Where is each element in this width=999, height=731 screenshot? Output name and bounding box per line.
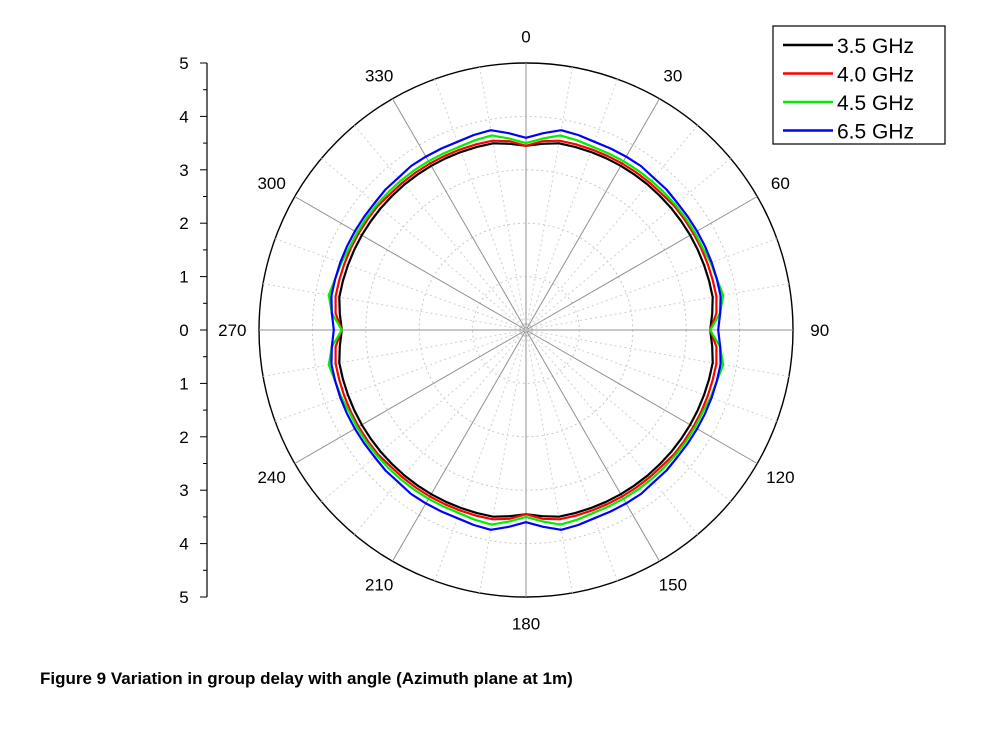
minor-spoke: [434, 329, 527, 582]
major-spoke: [525, 329, 660, 562]
legend-label-0: 3.5 GHz: [837, 35, 914, 58]
radial-tick-label: 2: [179, 214, 188, 233]
minor-spoke: [525, 78, 618, 331]
angle-label-90: 90: [810, 321, 829, 340]
angular-tick-labels: 0 30 60 90 120 150 180 210 240 270 300 330: [218, 27, 829, 633]
angle-label-270: 270: [218, 321, 246, 340]
major-spoke: [294, 196, 527, 331]
minor-spoke: [525, 238, 778, 331]
minor-spoke: [525, 329, 778, 422]
series-line-3: [330, 129, 722, 531]
angle-label-330: 330: [365, 67, 393, 86]
radial-tick-label: 0: [179, 321, 188, 340]
legend-label-3: 6.5 GHz: [837, 121, 914, 144]
major-spoke: [525, 329, 758, 464]
figure-caption: Figure 9 Variation in group delay with a…: [40, 669, 573, 688]
radial-tick-label: 1: [179, 268, 188, 287]
radial-tick-label: 2: [179, 428, 188, 447]
radial-tick-label: 3: [179, 481, 188, 500]
legend-label-2: 4.5 GHz: [837, 92, 914, 115]
angle-label-180: 180: [512, 615, 540, 634]
radial-tick-label: 3: [179, 161, 188, 180]
radial-tick-label: 1: [179, 374, 188, 393]
minor-spoke: [274, 238, 527, 331]
series-line-1: [334, 139, 718, 521]
angle-label-60: 60: [771, 174, 790, 193]
series-lines: [327, 129, 725, 531]
radial-tick-label: 4: [179, 107, 188, 126]
radial-axis: 5 4 3 2 1 0 1 2 3 4 5: [179, 54, 208, 607]
angle-label-150: 150: [659, 575, 687, 594]
series-line-2: [327, 134, 725, 526]
legend-label-1: 4.0 GHz: [837, 64, 914, 87]
radial-tick-label: 5: [179, 54, 188, 73]
radial-tick-label: 5: [179, 588, 188, 607]
angle-label-300: 300: [257, 174, 285, 193]
major-spoke: [525, 98, 660, 331]
angle-label-30: 30: [663, 67, 682, 86]
angle-label-240: 240: [257, 468, 285, 487]
angle-label-120: 120: [766, 468, 794, 487]
radial-tick-label: 4: [179, 535, 188, 554]
major-spoke: [294, 329, 527, 464]
angle-label-210: 210: [365, 575, 393, 594]
angular-spokes: [259, 63, 793, 597]
legend: 3.5 GHz 4.0 GHz 4.5 GHz 6.5 GHz: [772, 25, 946, 145]
major-spoke: [392, 98, 527, 331]
major-spoke: [392, 329, 527, 562]
minor-spoke: [434, 78, 527, 331]
minor-spoke: [274, 329, 527, 422]
angle-label-0: 0: [521, 27, 530, 46]
major-spoke: [525, 196, 758, 331]
